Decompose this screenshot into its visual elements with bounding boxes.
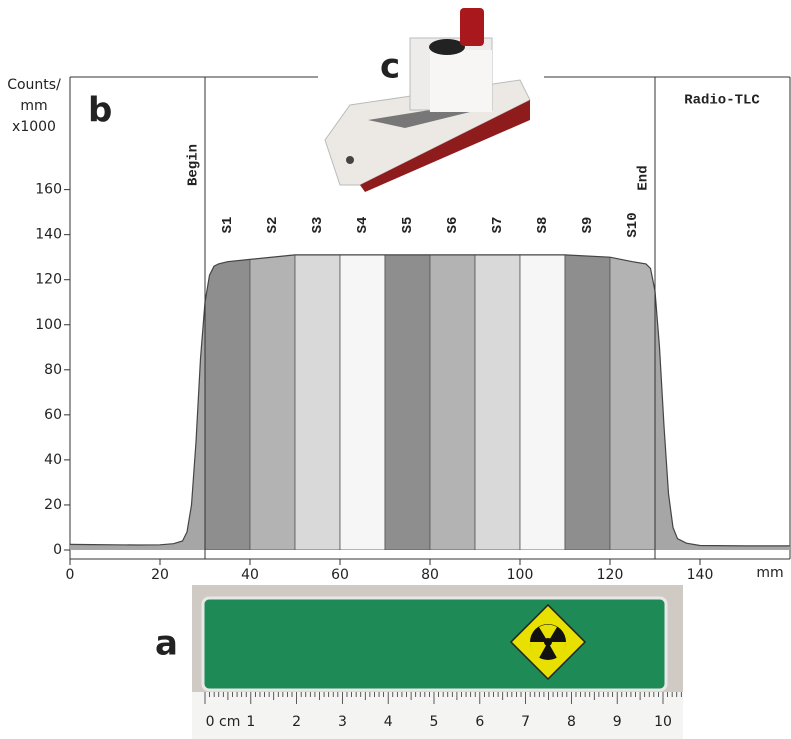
panel-label: c bbox=[380, 47, 400, 87]
region bbox=[564, 254, 611, 550]
region bbox=[609, 254, 656, 550]
panel-label: b bbox=[88, 91, 112, 131]
x-tick-label: 40 bbox=[241, 567, 259, 583]
y-tick-label: 40 bbox=[44, 452, 62, 468]
region-label: S6 bbox=[445, 217, 461, 234]
ruler-label: 4 bbox=[384, 714, 393, 730]
x-tick-label: 60 bbox=[331, 567, 349, 583]
region-label: S2 bbox=[265, 217, 281, 234]
x-tick-label: 120 bbox=[597, 567, 624, 583]
plate-photo: 0 cm 1 2 3 4 5 6 7 8 9 10 bbox=[192, 585, 683, 739]
y-label: Counts/mm x1000 bbox=[7, 77, 61, 135]
y-tick-label: 60 bbox=[44, 407, 62, 423]
y-tick-label: 140 bbox=[35, 227, 62, 243]
ruler-label: 7 bbox=[521, 714, 530, 730]
x-tick-label: 0 bbox=[66, 567, 75, 583]
region bbox=[384, 254, 431, 550]
x-tick-label: 100 bbox=[507, 567, 534, 583]
region-label: S4 bbox=[355, 217, 371, 234]
regions bbox=[204, 254, 656, 550]
y-tick-label: 120 bbox=[35, 272, 62, 288]
x-tick-label: 80 bbox=[421, 567, 439, 583]
ruler-label: 10 bbox=[654, 714, 672, 730]
ruler-label: 2 bbox=[292, 714, 301, 730]
line bbox=[69, 254, 790, 547]
region bbox=[429, 254, 476, 550]
plot: S1 S2 S3 S4 S5 S6 S7 S8 S9 S10 Begin End 0 20 40 60 80 10… bbox=[7, 76, 791, 583]
ruler-label: 1 bbox=[246, 714, 255, 730]
region bbox=[249, 254, 296, 550]
y-tick-label: 0 bbox=[53, 542, 62, 558]
y-tick-label: 100 bbox=[35, 317, 62, 333]
y-tick-label: 80 bbox=[44, 362, 62, 378]
y-tick-label: 160 bbox=[35, 182, 62, 198]
region-label: S8 bbox=[535, 217, 551, 234]
region-label: S7 bbox=[490, 217, 506, 234]
ruler-label: 3 bbox=[338, 714, 347, 730]
region-label: S10 bbox=[625, 212, 641, 237]
ruler-label: 5 bbox=[430, 714, 439, 730]
marker-label: Begin bbox=[186, 144, 202, 186]
device-photo bbox=[318, 0, 544, 196]
region-label: S5 bbox=[400, 217, 416, 234]
region bbox=[204, 254, 251, 550]
chart-title: Radio-TLC bbox=[684, 93, 760, 109]
x-unit: mm bbox=[756, 565, 783, 581]
x-tick-label: 20 bbox=[151, 567, 169, 583]
marker-label: End bbox=[636, 165, 652, 190]
panel-label: a bbox=[155, 624, 178, 664]
region-label: S9 bbox=[580, 217, 596, 234]
y-tick-label: 20 bbox=[44, 497, 62, 513]
ruler-label: 0 cm bbox=[206, 714, 241, 730]
ruler-label: 9 bbox=[613, 714, 622, 730]
ruler-label: 6 bbox=[475, 714, 484, 730]
region-label: S1 bbox=[220, 217, 236, 234]
x-tick-label: 140 bbox=[687, 567, 714, 583]
region bbox=[474, 254, 521, 550]
region-label: S3 bbox=[310, 217, 326, 234]
ruler-label: 8 bbox=[567, 714, 576, 730]
